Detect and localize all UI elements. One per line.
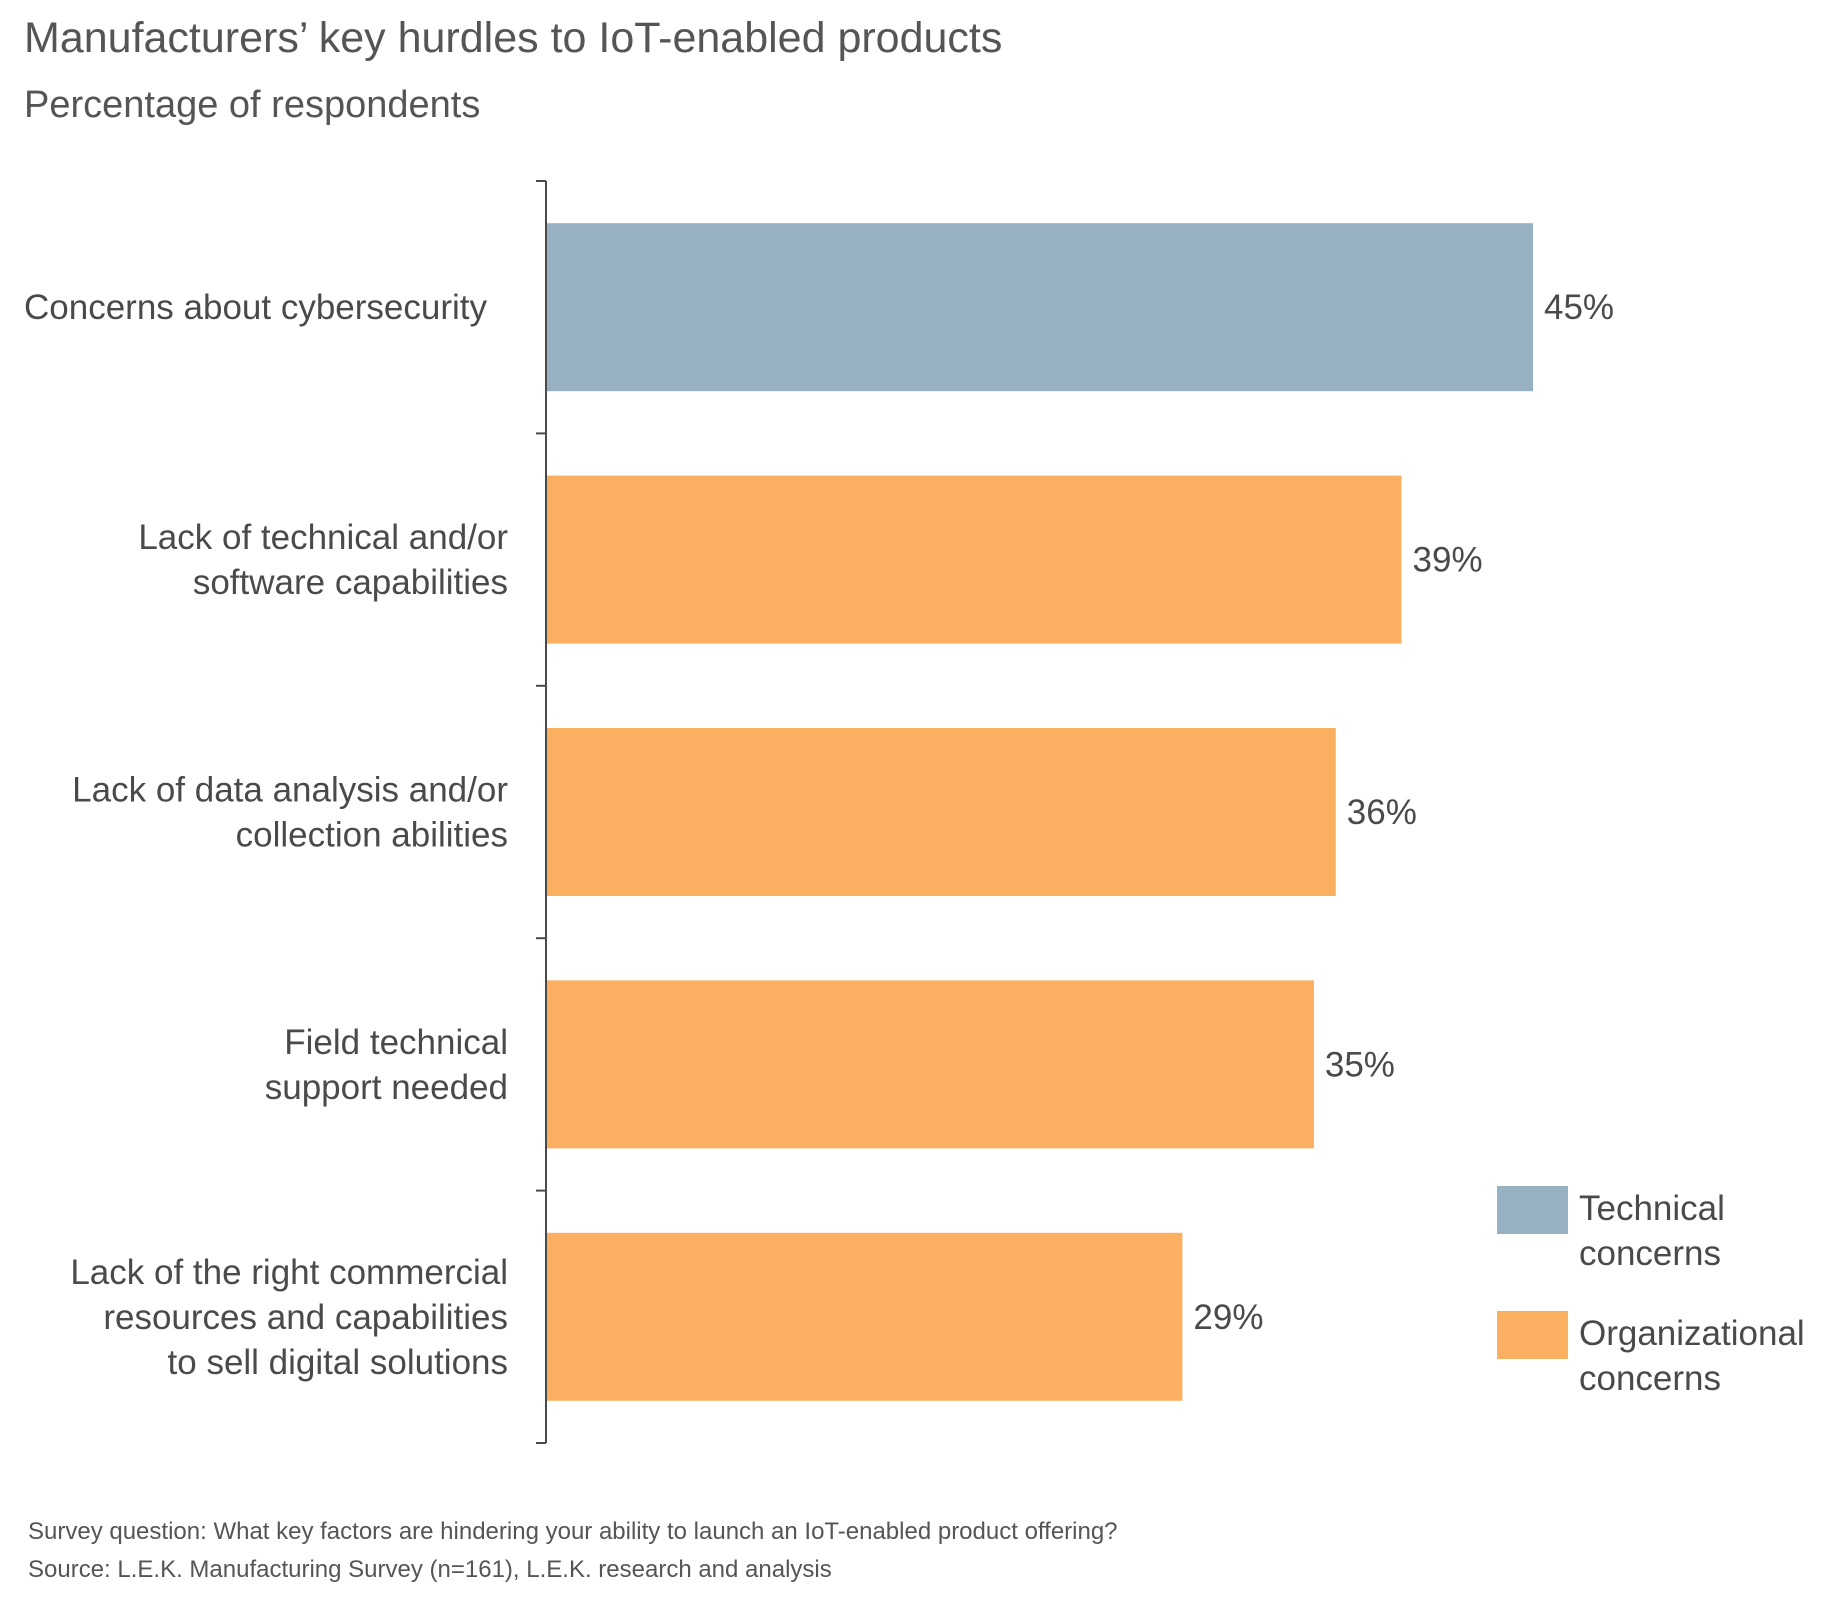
data-label: 39% [1413, 541, 1483, 580]
legend-swatch [1497, 1311, 1568, 1359]
chart-subtitle: Percentage of respondents [24, 84, 481, 126]
bar [547, 475, 1402, 644]
category-label: Lack of data analysis and/or collection a… [72, 771, 508, 855]
bar [547, 980, 1314, 1149]
survey-question-note: Survey question: What key factors are hi… [28, 1518, 1118, 1545]
data-label: 29% [1193, 1298, 1263, 1337]
legend-label: Technical concerns [1579, 1189, 1725, 1273]
data-label: 45% [1544, 288, 1614, 327]
bar [547, 728, 1336, 896]
category-label: Field technical support needed [265, 1023, 508, 1107]
legend-swatch [1497, 1186, 1568, 1234]
legend-label: Organizational concerns [1579, 1314, 1805, 1398]
data-label: 36% [1347, 793, 1417, 832]
bar-chart: 45% Concerns about cybersecurity 39% Lack o… [24, 180, 1805, 1444]
bar [547, 223, 1533, 392]
data-label: 35% [1325, 1045, 1395, 1084]
source-note: Source: L.E.K. Manufacturing Survey (n=1… [28, 1556, 832, 1583]
bar [547, 1232, 1183, 1401]
category-label: Lack of technical and/or software capabil… [138, 518, 508, 602]
chart-title: Manufacturers’ key hurdles to IoT-enable… [24, 14, 1003, 62]
category-label: Lack of the right commercial resources an… [70, 1253, 508, 1382]
category-label: Concerns about cybersecurity [24, 288, 487, 327]
